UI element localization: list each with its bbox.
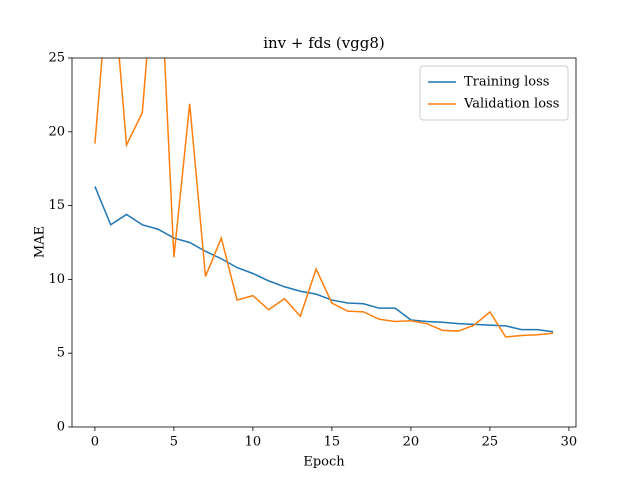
x-tick-label: 25: [482, 435, 499, 450]
y-tick-label: 25: [48, 51, 65, 66]
x-tick-label: 30: [561, 435, 578, 450]
legend-box: [419, 65, 569, 121]
y-axis-label: MAE: [33, 226, 48, 258]
legend-label: Validation loss: [463, 97, 559, 112]
chart-title: inv + fds (vgg8): [263, 34, 385, 52]
x-tick-label: 0: [91, 435, 99, 450]
y-tick-label: 10: [48, 272, 65, 287]
x-tick-label: 15: [324, 435, 341, 450]
x-tick-label: 5: [170, 435, 178, 450]
y-tick-label: 5: [57, 346, 65, 361]
y-tick-label: 0: [57, 420, 65, 435]
line: [94, 186, 554, 333]
x-tick-label: 20: [403, 435, 420, 450]
x-axis-label: Epoch: [303, 455, 345, 470]
plot-frame: [71, 57, 577, 428]
line: [94, 58, 554, 338]
y-tick-label: 15: [48, 198, 65, 213]
x-tick-label: 10: [245, 435, 262, 450]
y-tick-label: 20: [48, 124, 65, 139]
legend-label: Training loss: [464, 75, 549, 90]
